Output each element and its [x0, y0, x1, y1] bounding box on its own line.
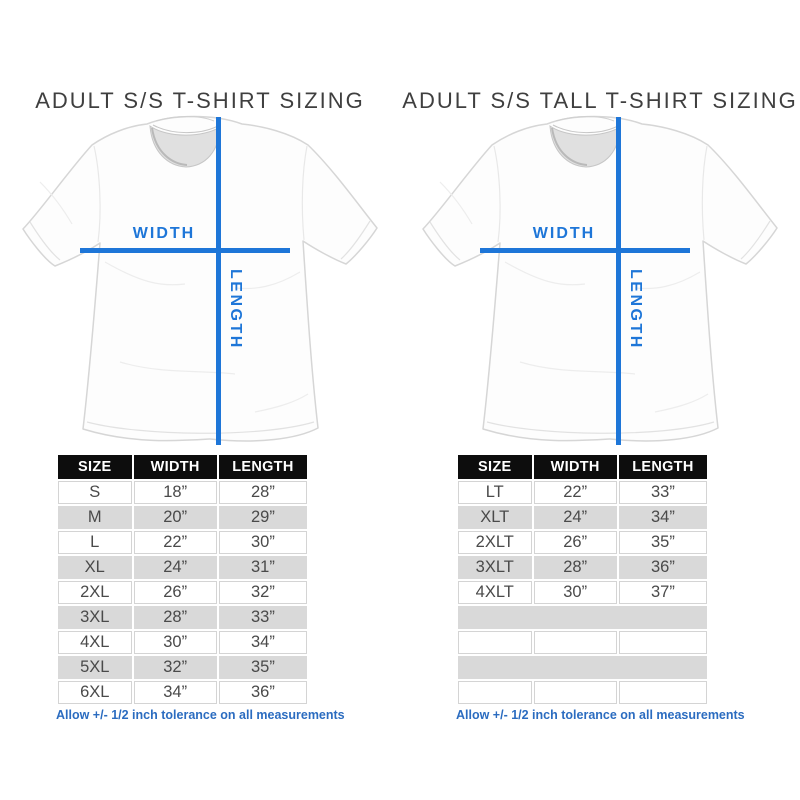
- table-cell: LT: [458, 481, 532, 504]
- shirt-diagram: WIDTH LENGTH: [10, 112, 390, 450]
- panel-title: ADULT S/S TALL T-SHIRT SIZING: [402, 87, 798, 113]
- table-header-cell: WIDTH: [133, 455, 217, 479]
- length-measure-line: [216, 117, 221, 445]
- length-measure-line: [616, 117, 621, 445]
- table-cell: [458, 681, 532, 704]
- table-cell: 34”: [133, 681, 217, 704]
- table-cell: 6XL: [58, 681, 132, 704]
- table-cell: 18”: [133, 481, 217, 504]
- table-cell: S: [58, 481, 132, 504]
- panel-tall-sizing: ADULT S/S TALL T-SHIRT SIZING: [400, 0, 800, 800]
- table-row: 2XL 26” 32”: [58, 581, 307, 604]
- table-header-cell: LENGTH: [618, 455, 707, 479]
- table-cell: 35”: [618, 531, 707, 554]
- table-row: 2XLT 26” 35”: [458, 531, 707, 554]
- table-row: LT 22” 33”: [458, 481, 707, 504]
- table-cell: 37”: [618, 581, 707, 604]
- table-row: [458, 681, 707, 704]
- table-cell: 30”: [218, 531, 307, 554]
- table-cell: 35”: [218, 656, 307, 679]
- table-header-cell: SIZE: [58, 455, 132, 479]
- table-cell: 33”: [218, 606, 307, 629]
- width-measure-line: [480, 248, 690, 253]
- table-row: 4XLT 30” 37”: [458, 581, 707, 604]
- tshirt-graphic: [22, 115, 378, 442]
- tshirt-graphic: [422, 115, 778, 442]
- width-label: WIDTH: [132, 225, 196, 242]
- table-cell: 22”: [533, 481, 617, 504]
- table-header-row: SIZE WIDTH LENGTH: [58, 455, 307, 479]
- length-label: LENGTH: [227, 269, 244, 350]
- table-cell: 34”: [618, 506, 707, 529]
- tolerance-note: Allow +/- 1/2 inch tolerance on all meas…: [56, 708, 345, 722]
- table-cell: 2XL: [58, 581, 132, 604]
- table-cell: 24”: [133, 556, 217, 579]
- table-row: [458, 606, 707, 629]
- table-cell-empty: [458, 606, 707, 629]
- table-cell: 4XL: [58, 631, 132, 654]
- table-cell: 28”: [533, 556, 617, 579]
- table-cell: [458, 631, 532, 654]
- table-cell: XL: [58, 556, 132, 579]
- table-header-cell: SIZE: [458, 455, 532, 479]
- table-cell: 3XLT: [458, 556, 532, 579]
- table-cell: 20”: [133, 506, 217, 529]
- tolerance-note: Allow +/- 1/2 inch tolerance on all meas…: [456, 708, 745, 722]
- table-row: [458, 656, 707, 679]
- size-table-regular: SIZE WIDTH LENGTH S 18” 28” M 20” 29” L 22” 30” XL 24…: [56, 453, 309, 706]
- table-cell: XLT: [458, 506, 532, 529]
- table-cell: [618, 631, 707, 654]
- panel-regular-sizing: ADULT S/S T-SHIRT SIZING: [10, 87, 390, 722]
- table-cell: 36”: [218, 681, 307, 704]
- table-row: 4XL 30” 34”: [58, 631, 307, 654]
- table-cell: 29”: [218, 506, 307, 529]
- table-cell: 5XL: [58, 656, 132, 679]
- width-measure-line: [80, 248, 290, 253]
- shirt-diagram: WIDTH LENGTH: [410, 112, 790, 450]
- table-cell: [533, 681, 617, 704]
- table-cell: 32”: [218, 581, 307, 604]
- table-cell: 30”: [133, 631, 217, 654]
- length-label: LENGTH: [627, 269, 644, 350]
- table-row: [458, 631, 707, 654]
- size-table-tall: SIZE WIDTH LENGTH LT 22” 33” XLT 24” 34” 2XLT 26” 3…: [456, 453, 709, 706]
- table-row: 6XL 34” 36”: [58, 681, 307, 704]
- table-row: 3XL 28” 33”: [58, 606, 307, 629]
- table-cell: 4XLT: [458, 581, 532, 604]
- table-row: XLT 24” 34”: [458, 506, 707, 529]
- panel-title: ADULT S/S T-SHIRT SIZING: [35, 87, 365, 113]
- table-cell: 3XL: [58, 606, 132, 629]
- table-header-cell: WIDTH: [533, 455, 617, 479]
- table-cell: 32”: [133, 656, 217, 679]
- table-cell: 24”: [533, 506, 617, 529]
- table-cell: 30”: [533, 581, 617, 604]
- table-row: 3XLT 28” 36”: [458, 556, 707, 579]
- table-cell: [533, 631, 617, 654]
- table-row: 5XL 32” 35”: [58, 656, 307, 679]
- table-cell: 22”: [133, 531, 217, 554]
- table-header-row: SIZE WIDTH LENGTH: [458, 455, 707, 479]
- width-label: WIDTH: [532, 225, 596, 242]
- table-cell: 31”: [218, 556, 307, 579]
- table-row: L 22” 30”: [58, 531, 307, 554]
- table-cell: 26”: [133, 581, 217, 604]
- table-cell: 33”: [618, 481, 707, 504]
- table-cell: 28”: [133, 606, 217, 629]
- table-row: M 20” 29”: [58, 506, 307, 529]
- table-cell: 26”: [533, 531, 617, 554]
- table-cell: L: [58, 531, 132, 554]
- table-row: XL 24” 31”: [58, 556, 307, 579]
- table-cell: 34”: [218, 631, 307, 654]
- table-cell: M: [58, 506, 132, 529]
- table-header-cell: LENGTH: [218, 455, 307, 479]
- table-row: S 18” 28”: [58, 481, 307, 504]
- table-cell: 36”: [618, 556, 707, 579]
- table-cell: 2XLT: [458, 531, 532, 554]
- table-cell: [618, 681, 707, 704]
- table-cell: 28”: [218, 481, 307, 504]
- table-cell-empty: [458, 656, 707, 679]
